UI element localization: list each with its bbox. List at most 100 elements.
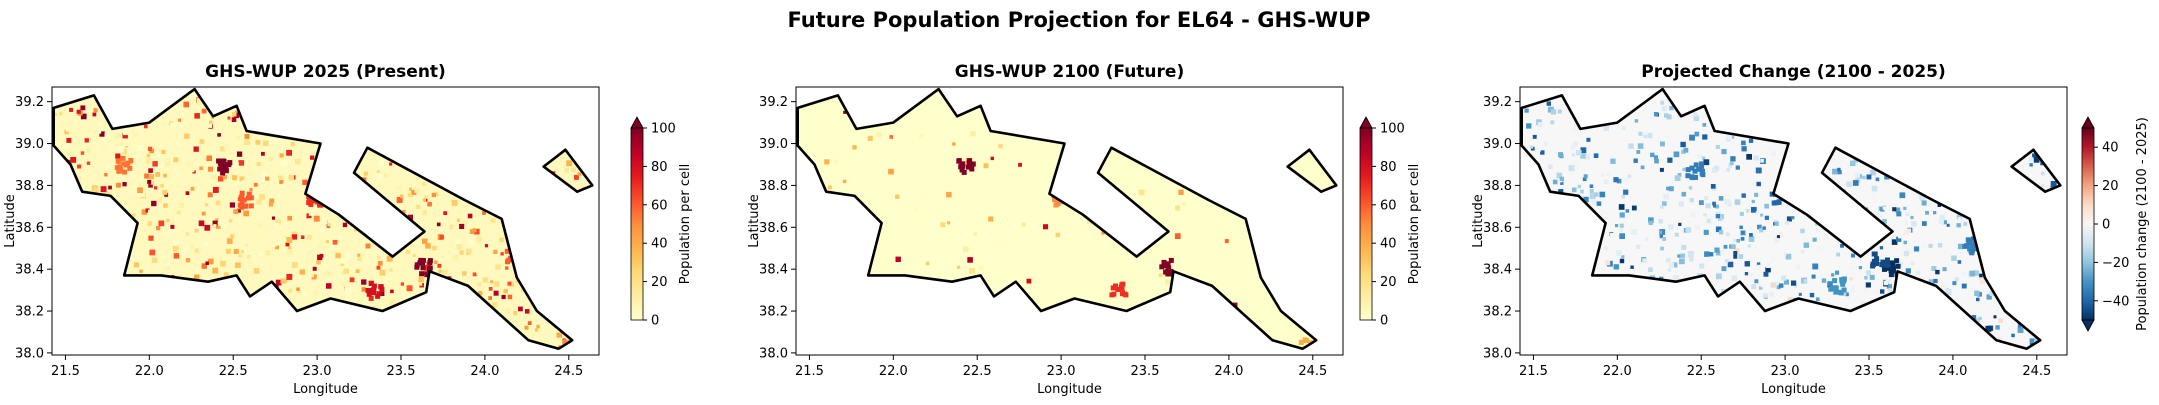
heat-cell [499, 237, 504, 243]
heat-cell [396, 185, 402, 191]
heat-cell [144, 124, 148, 129]
y-tick-label: 39.0 [759, 137, 788, 152]
region-outline [1520, 87, 2042, 350]
hotspot-cell [1832, 278, 1838, 284]
heat-cell [377, 261, 383, 266]
heat-cell [274, 139, 280, 145]
heat-cell [1666, 114, 1672, 120]
heat-cell [194, 113, 200, 119]
hotspot-cell [1696, 166, 1702, 172]
heat-cell [279, 153, 284, 158]
heat-cell [246, 170, 252, 176]
hotspot-cell [1829, 285, 1835, 291]
heat-cell [1914, 246, 1920, 252]
heat-cell [1755, 211, 1759, 215]
heat-cell [121, 148, 128, 155]
heat-cell [156, 226, 161, 231]
heat-cell [1735, 241, 1739, 245]
heat-cell [233, 249, 239, 254]
heat-cell [1623, 219, 1628, 225]
heat-cell [1922, 242, 1928, 248]
heat-cell [1744, 261, 1750, 267]
hotspot-cell [376, 291, 382, 297]
heat-cell [1770, 256, 1776, 262]
heat-cell [525, 309, 530, 314]
heat-cell [1603, 179, 1609, 185]
heat-cell [1547, 164, 1553, 170]
heat-cell [148, 168, 153, 173]
heat-cell [91, 148, 97, 154]
heat-cell [295, 158, 301, 165]
heat-cell [1856, 254, 1862, 261]
heat-cell [1821, 278, 1827, 283]
hotspot-cell [1967, 238, 1973, 243]
heat-cell [1719, 214, 1725, 220]
heat-cell [1937, 243, 1943, 248]
hotspot-cell [427, 258, 433, 264]
heat-cell [290, 142, 295, 147]
colorbar-tick-label: 0 [1380, 314, 1388, 329]
heat-cell [1178, 189, 1184, 195]
heat-cell [325, 240, 329, 244]
heat-cell [279, 180, 284, 184]
heat-cell [1877, 213, 1882, 218]
heat-cell [1693, 115, 1700, 122]
heat-cell [451, 200, 458, 206]
heat-cell [190, 168, 195, 173]
heat-cell [1659, 229, 1666, 235]
colorbar: 0 20 40 60 80 100 Population per cell [1359, 116, 1422, 329]
heat-cell [335, 252, 341, 259]
heat-cell [303, 156, 308, 161]
heat-cell [1715, 214, 1720, 219]
hotspot-cell [508, 256, 514, 262]
heat-cell [1731, 135, 1735, 139]
heat-cell [1783, 279, 1789, 285]
heat-cell [1864, 276, 1868, 280]
heat-cell [302, 179, 308, 185]
heat-cell [1718, 230, 1724, 235]
heat-cell [442, 269, 448, 275]
heat-cell [457, 210, 462, 215]
heat-cell [1760, 159, 1764, 163]
heat-cell [436, 222, 441, 227]
heat-cell [1685, 227, 1692, 233]
colorbar-tick-label: 20 [2102, 179, 2119, 194]
heat-cell [1055, 232, 1061, 238]
heat-cell [1739, 211, 1744, 216]
hotspot-cell [371, 286, 377, 292]
heat-cell [152, 234, 158, 240]
heat-cell [1674, 232, 1679, 237]
heat-cell [278, 190, 284, 195]
heat-cell [173, 157, 179, 163]
heat-cell [457, 227, 462, 231]
heat-cell [1660, 205, 1664, 209]
heat-cell [1893, 203, 1899, 209]
hotspot-cell [378, 284, 384, 290]
heat-cell [1605, 260, 1611, 266]
heat-cell [207, 192, 213, 198]
heat-cell [244, 134, 250, 139]
heat-cell [102, 139, 106, 143]
heat-cell [154, 186, 158, 190]
y-tick-label: 38.6 [1483, 221, 1512, 236]
heat-cell [1869, 274, 1875, 280]
heat-cell [1937, 203, 1941, 207]
heat-cell [341, 295, 346, 299]
hotspot-cell [239, 190, 245, 196]
y-tick-label: 38.4 [15, 263, 44, 278]
heat-cell [524, 325, 529, 330]
heat-cell [1931, 266, 1937, 271]
heat-cell [204, 224, 211, 231]
heat-cell [1606, 172, 1611, 177]
heat-cell [164, 160, 170, 166]
hotspot-cell [1685, 173, 1691, 179]
heat-cell [888, 168, 894, 175]
heat-cell [286, 237, 293, 243]
heat-cell [1682, 167, 1686, 171]
heat-cell [274, 245, 279, 250]
heat-cell [1615, 125, 1620, 130]
hotspot-cell [426, 267, 432, 273]
heat-cell [255, 139, 261, 145]
heat-cell [1609, 232, 1614, 237]
